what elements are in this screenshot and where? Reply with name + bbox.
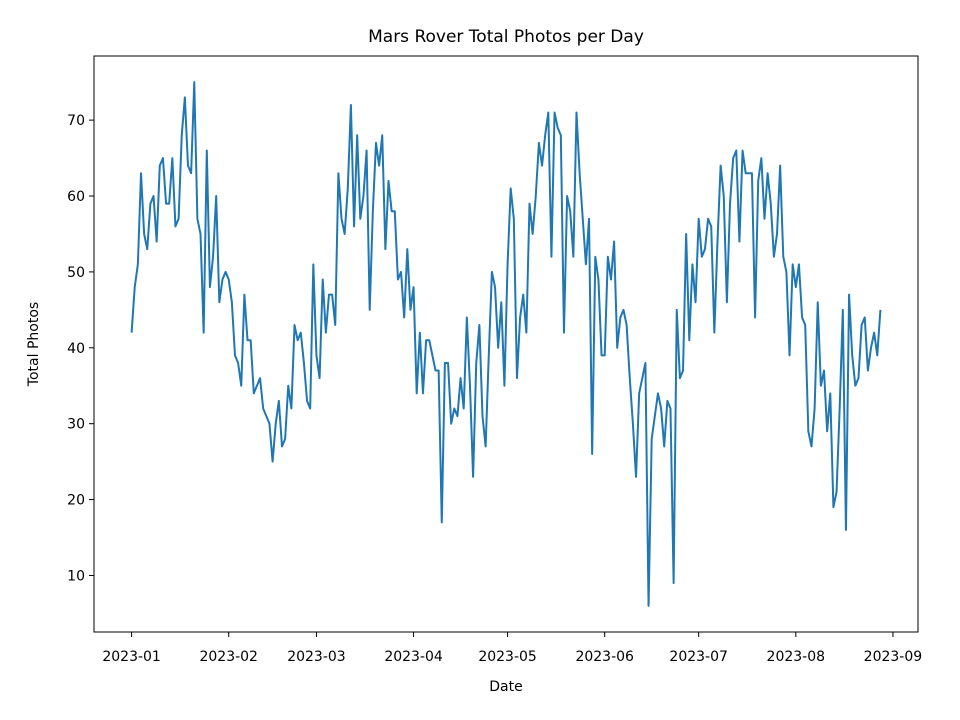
x-tick-label: 2023-05	[478, 649, 537, 665]
x-axis: 2023-01 2023-02 2023-03 2023-04 2023-05 2023-…	[102, 632, 922, 665]
y-axis: 10 20 30 40 50 60 70	[67, 113, 94, 584]
y-tick-label: 20	[67, 493, 85, 509]
x-axis-label: Date	[489, 679, 522, 695]
y-tick-label: 30	[67, 417, 85, 433]
x-tick-label: 2023-01	[102, 649, 161, 665]
y-tick-label: 40	[67, 341, 85, 357]
plot-frame	[93, 55, 919, 633]
x-tick-label: 2023-07	[669, 649, 728, 665]
y-axis-label: Total Photos	[26, 302, 42, 387]
y-tick-label: 50	[67, 265, 85, 281]
y-tick-label: 70	[67, 113, 85, 129]
x-tick-label: 2023-06	[575, 649, 634, 665]
x-tick-label: 2023-02	[199, 649, 258, 665]
y-tick-label: 60	[67, 189, 85, 205]
x-tick-label: 2023-03	[287, 649, 346, 665]
x-tick-label: 2023-08	[767, 649, 826, 665]
x-tick-label: 2023-09	[864, 649, 923, 665]
y-tick-label: 10	[67, 568, 85, 584]
x-tick-label: 2023-04	[384, 649, 443, 665]
chart-title: Mars Rover Total Photos per Day	[368, 27, 644, 47]
series-line	[130, 81, 882, 607]
